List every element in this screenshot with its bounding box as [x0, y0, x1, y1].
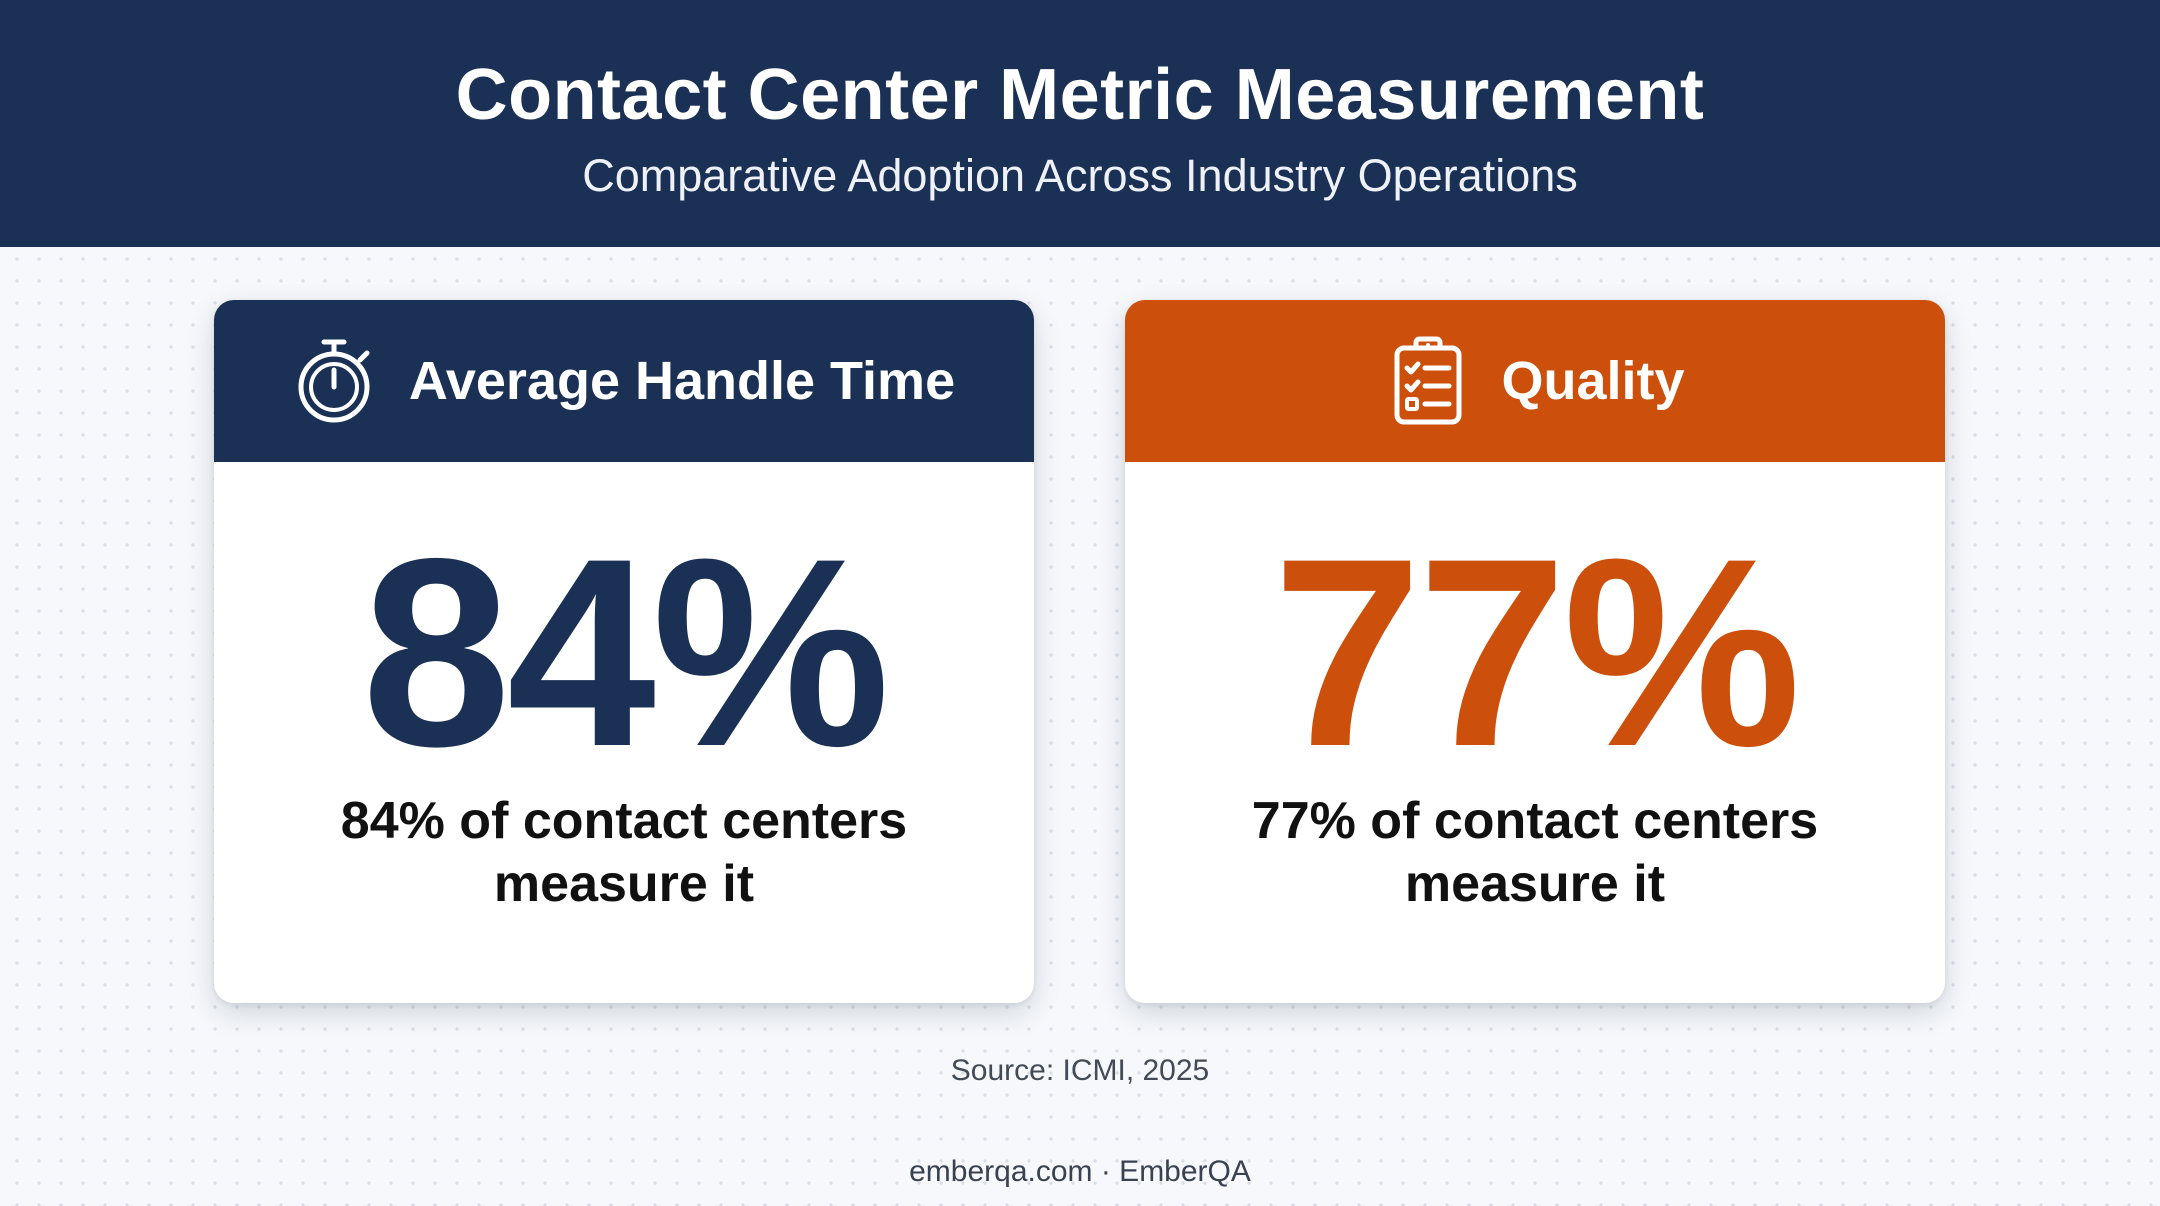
source-note: Source: ICMI, 2025	[950, 1054, 1210, 1087]
card-title: Average Handle Time	[408, 351, 956, 411]
header-banner: Contact Center Metric Measurement Compar…	[0, 0, 2160, 247]
page-title: Contact Center Metric Measurement	[455, 55, 1705, 135]
card-header: Average Handle Time	[214, 300, 1034, 462]
clipboard-checklist-icon	[1385, 335, 1471, 427]
footer-credit: emberqa.com · EmberQA	[909, 1155, 1251, 1188]
card-header: Quality	[1125, 300, 1945, 462]
metric-description-line: measure it	[1404, 855, 1666, 913]
metric-description-line: measure it	[493, 855, 755, 913]
page-subtitle: Comparative Adoption Across Industry Ope…	[582, 150, 1578, 201]
metric-description: 84% of contact centers measure it	[254, 790, 994, 916]
metric-value: 77%	[1272, 502, 1801, 802]
metric-description: 77% of contact centers measure it	[1165, 790, 1905, 916]
metric-description-line: 77% of contact centers	[1251, 792, 1819, 850]
metric-card-average-handle-time: Average Handle Time 84% 84% of contact c…	[214, 300, 1034, 1003]
stopwatch-icon	[293, 335, 379, 427]
metric-value: 84%	[361, 502, 890, 802]
metric-card-quality: Quality 77% 77% of contact centers measu…	[1125, 300, 1945, 1003]
metric-description-line: 84% of contact centers	[340, 792, 908, 850]
card-title: Quality	[1501, 351, 1685, 411]
